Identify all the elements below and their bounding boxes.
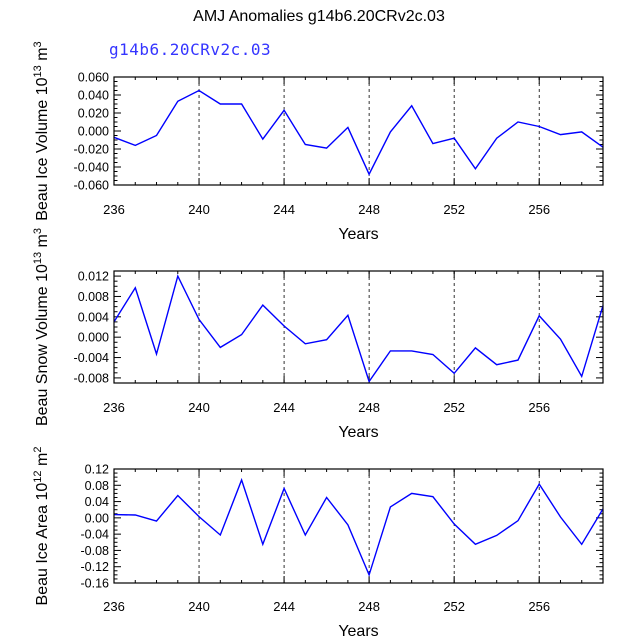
plot-frame <box>113 468 604 584</box>
y-axis-label: Beau Ice Volume 1013 m3 <box>32 41 51 220</box>
x-tick-label: 256 <box>528 202 550 217</box>
y-tick-label: 0.008 <box>78 290 109 304</box>
x-tick-label: 236 <box>103 400 125 415</box>
x-tick-label: 244 <box>273 400 295 415</box>
x-tick-label: 240 <box>188 599 210 614</box>
series-line <box>113 89 604 176</box>
x-tick-label: 248 <box>358 202 380 217</box>
panel-ice-volume: 236 240 244 248 252 256 0.060 0.040 0.020 0.000 -0… <box>32 41 604 243</box>
y-tick-label: 0.000 <box>78 125 109 139</box>
y-tick-label: -0.004 <box>74 351 109 365</box>
y-tick-label: 0.12 <box>85 463 109 477</box>
y-tick-label: -0.008 <box>74 371 109 385</box>
y-tick-label: -0.12 <box>81 560 110 574</box>
x-tick-label: 256 <box>528 400 550 415</box>
y-tick-label: 0.012 <box>78 270 109 284</box>
figure-title: AMJ Anomalies g14b6.20CRv2c.03 <box>193 8 445 25</box>
y-axis-label: Beau Ice Area 1012 m2 <box>32 447 51 606</box>
x-tick-label: 244 <box>273 599 295 614</box>
x-tick-label: 240 <box>188 400 210 415</box>
panel-ice-area: 236 240 244 248 252 256 0.12 0.08 0.04 0.00 -0.04 -… <box>32 447 604 638</box>
y-axis-label: Beau Snow Volume 1013 m3 <box>32 228 51 426</box>
x-tick-label: 248 <box>358 400 380 415</box>
y-tick-label: -0.020 <box>74 143 109 157</box>
y-tick-label: 0.000 <box>78 331 109 345</box>
x-axis-label: Years <box>338 623 378 638</box>
x-axis-label: Years <box>338 424 378 441</box>
y-tick-label: 0.08 <box>85 479 109 493</box>
y-tick-label: 0.00 <box>85 511 109 525</box>
x-tick-label: 236 <box>103 202 125 217</box>
x-tick-label: 252 <box>443 400 465 415</box>
plot-frame <box>113 76 604 186</box>
x-tick-label: 252 <box>443 202 465 217</box>
x-tick-label: 248 <box>358 599 380 614</box>
x-tick-label: 244 <box>273 202 295 217</box>
y-tick-label: -0.08 <box>81 544 110 558</box>
x-tick-label: 240 <box>188 202 210 217</box>
y-tick-label: 0.004 <box>78 310 109 324</box>
y-tick-label: -0.04 <box>81 528 110 542</box>
y-tick-label: 0.020 <box>78 107 109 121</box>
figure-subtitle: g14b6.20CRv2c.03 <box>109 40 272 59</box>
y-tick-label: -0.040 <box>74 161 109 175</box>
x-tick-label: 236 <box>103 599 125 614</box>
y-tick-label: -0.060 <box>74 179 109 193</box>
y-tick-label: 0.060 <box>78 71 109 85</box>
x-tick-label: 256 <box>528 599 550 614</box>
panel-snow-volume: 236 240 244 248 252 256 0.012 0.008 0.004 0.000 -0… <box>32 228 604 441</box>
y-tick-label: 0.04 <box>85 495 109 509</box>
plot-frame <box>113 270 604 384</box>
y-tick-label: 0.040 <box>78 89 109 103</box>
y-tick-label: -0.16 <box>81 577 110 591</box>
series-line <box>113 274 604 384</box>
series-line <box>113 477 604 577</box>
x-tick-label: 252 <box>443 599 465 614</box>
x-axis-label: Years <box>338 226 378 243</box>
